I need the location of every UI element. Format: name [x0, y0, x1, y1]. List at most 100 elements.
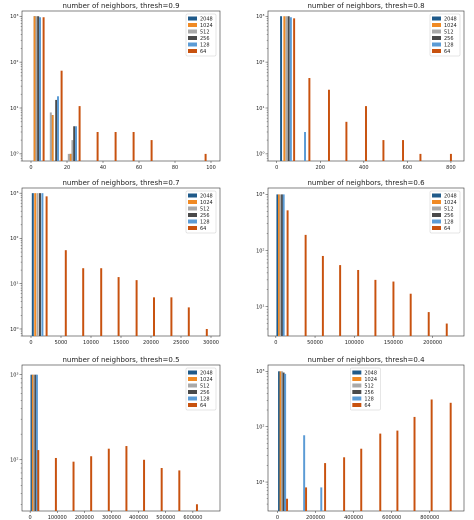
y-tick-label: 10² [10, 236, 18, 242]
legend-swatch-128 [188, 219, 197, 224]
bar-128 [75, 126, 77, 161]
bar-512 [35, 16, 38, 162]
legend-swatch-512 [188, 206, 197, 211]
legend-label: 64 [200, 49, 206, 55]
bar-64 [304, 234, 307, 336]
legend-swatch-256 [188, 213, 197, 217]
y-tick-label: 10⁰ [256, 152, 264, 158]
x-tick-label: 0 [276, 515, 279, 520]
bar-1024 [278, 194, 280, 336]
bar-64 [374, 279, 377, 336]
bar-512 [279, 194, 282, 336]
x-tick-label: 0 [29, 165, 32, 171]
legend-label: 512 [364, 383, 374, 389]
chart-title: number of neighbors, thresh=0.7 [62, 179, 179, 187]
bar-64 [324, 463, 327, 511]
bar-64 [419, 153, 422, 161]
legend-label: 2048 [200, 370, 213, 376]
y-tick-label: 10⁰ [10, 152, 18, 158]
chart-panel-2: number of neighbors, thresh=0.7 0 5000 1000… [10, 179, 221, 346]
bar-64 [150, 140, 153, 161]
bar-64 [286, 210, 289, 336]
legend-swatch-256 [188, 36, 197, 40]
bar-64 [321, 255, 324, 336]
y-tick-label: 10² [10, 60, 18, 66]
bar-512 [281, 371, 284, 511]
x-tick-label: 100000 [48, 515, 67, 520]
legend-swatch-64 [188, 403, 197, 407]
legend-label: 64 [200, 226, 206, 232]
legend-swatch-1024 [432, 23, 441, 27]
bar-128 [39, 17, 41, 161]
legend-swatch-2048 [188, 193, 197, 198]
bar-512 [49, 112, 52, 161]
bar-64 [187, 307, 190, 336]
x-tick-label: 300000 [102, 515, 121, 520]
legend-swatch-512 [432, 206, 441, 211]
legend-swatch-64 [432, 226, 441, 230]
chart-panel-1: number of neighbors, thresh=0.8 0 200 400 60… [256, 2, 465, 171]
bar-64 [114, 132, 117, 161]
legend-label: 128 [200, 219, 210, 225]
plot-frame [267, 364, 465, 512]
legend-swatch-256 [432, 36, 441, 40]
legend-label: 1024 [444, 200, 457, 206]
bar-64 [117, 277, 120, 336]
bar-64 [64, 250, 67, 336]
y-tick-label: 10⁰ [10, 327, 18, 333]
chart-title: number of neighbors, thresh=0.4 [307, 356, 425, 364]
bar-2048 [30, 374, 33, 511]
bar-128 [303, 435, 306, 511]
legend-label: 512 [200, 206, 210, 212]
legend-swatch-512 [432, 29, 441, 34]
legend-swatch-256 [188, 390, 197, 394]
x-tick-label: 5000 [55, 340, 68, 346]
bar-64 [125, 446, 128, 511]
legend-swatch-128 [188, 42, 197, 47]
x-tick-label: 50000 [307, 340, 323, 346]
x-tick-label: 20000 [143, 340, 159, 346]
x-tick-label: 0 [29, 340, 32, 346]
x-tick-label: 10000 [83, 340, 99, 346]
legend-label: 256 [364, 390, 374, 396]
x-tick-label: 20 [64, 165, 70, 171]
bar-64 [343, 457, 346, 511]
bar-64 [37, 450, 40, 511]
bar-64 [328, 89, 330, 161]
x-tick-label: 25000 [173, 340, 189, 346]
legend-label: 512 [444, 206, 454, 212]
legend-label: 64 [444, 49, 450, 55]
legend-swatch-2048 [432, 193, 441, 198]
legend-swatch-512 [352, 383, 362, 388]
x-tick-label: 200000 [75, 515, 94, 520]
x-tick-label: 30000 [203, 340, 219, 346]
y-tick-label: 10² [256, 60, 264, 66]
bar-64 [449, 402, 452, 511]
y-tick-label: 10³ [256, 369, 264, 375]
legend-swatch-2048 [188, 370, 197, 375]
x-tick-label: 80 [172, 165, 178, 171]
bar-256 [282, 372, 285, 511]
legend-swatch-1024 [188, 200, 197, 204]
legend-swatch-1024 [188, 377, 197, 381]
bar-1024 [34, 193, 37, 336]
bar-512 [36, 193, 39, 336]
y-tick-label: 10³ [256, 192, 264, 198]
bar-64 [360, 448, 363, 511]
bar-64 [413, 416, 416, 511]
legend-label: 128 [364, 396, 374, 402]
chart-panel-3: number of neighbors, thresh=0.6 0 50000 100… [256, 179, 465, 346]
y-tick-label: 10¹ [10, 106, 18, 112]
bar-256 [37, 16, 40, 162]
bar-64 [96, 132, 99, 161]
legend-label: 512 [200, 383, 210, 389]
bar-64 [409, 293, 412, 336]
x-tick-label: 400 [359, 165, 369, 171]
chart-title: number of neighbors, thresh=0.6 [307, 179, 425, 187]
y-tick-label: 10³ [10, 191, 18, 197]
legend-swatch-64 [432, 49, 441, 53]
bar-128 [320, 487, 323, 511]
bar-64 [160, 468, 163, 511]
bar-64 [45, 196, 48, 336]
legend-swatch-512 [188, 29, 197, 34]
